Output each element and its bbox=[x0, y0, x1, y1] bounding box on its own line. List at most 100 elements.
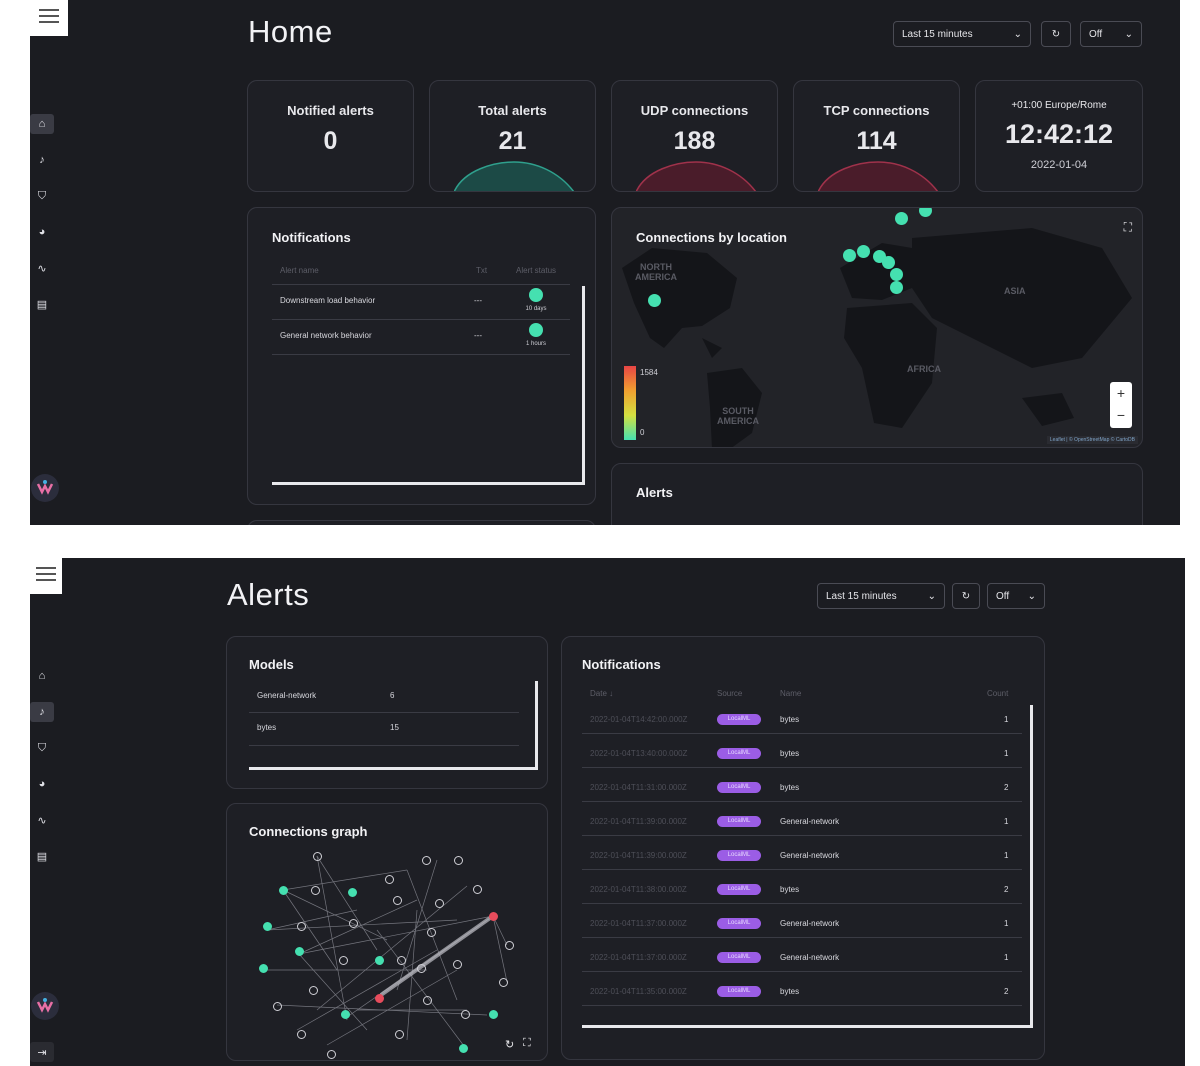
stat-card-tcp-connections: TCP connections 114 bbox=[793, 80, 960, 192]
map-marker[interactable] bbox=[895, 212, 908, 225]
hamburger-menu-icon bbox=[36, 566, 56, 586]
graph-node[interactable] bbox=[295, 947, 304, 956]
fullscreen-icon[interactable]: ⛶ bbox=[1123, 220, 1132, 234]
graph-node[interactable] bbox=[297, 922, 306, 931]
graph-node[interactable] bbox=[385, 875, 394, 884]
activity-icon[interactable]: ∿ bbox=[37, 814, 47, 827]
home-icon[interactable]: ⌂ bbox=[30, 114, 54, 134]
graph-node[interactable] bbox=[327, 1050, 336, 1059]
graph-node[interactable] bbox=[348, 888, 357, 897]
graph-node[interactable] bbox=[339, 956, 348, 965]
bell-icon[interactable]: ♪ bbox=[39, 154, 45, 166]
home-icon[interactable]: ⌂ bbox=[38, 670, 46, 682]
pie-chart-icon[interactable]: ◕ bbox=[38, 226, 46, 238]
auto-refresh-select[interactable]: Off ⌄ bbox=[987, 583, 1045, 609]
graph-node[interactable] bbox=[259, 964, 268, 973]
database-icon[interactable]: ▤ bbox=[36, 850, 48, 863]
graph-node[interactable] bbox=[505, 941, 514, 950]
graph-node-alert[interactable] bbox=[375, 994, 384, 1003]
map-marker[interactable] bbox=[882, 256, 895, 269]
database-icon[interactable]: ▤ bbox=[36, 298, 48, 311]
graph-node[interactable] bbox=[341, 1010, 350, 1019]
bell-icon[interactable]: ♪ bbox=[30, 702, 54, 722]
column-header-txt[interactable]: Txt bbox=[476, 266, 488, 275]
zoom-out-button[interactable]: − bbox=[1116, 407, 1126, 423]
auto-refresh-select[interactable]: Off ⌄ bbox=[1080, 21, 1142, 47]
network-graph[interactable] bbox=[257, 850, 527, 1060]
notification-count: 1 bbox=[1004, 919, 1009, 928]
map-marker[interactable] bbox=[648, 294, 661, 307]
refresh-button[interactable]: ↻ bbox=[952, 583, 980, 609]
graph-node[interactable] bbox=[423, 996, 432, 1005]
activity-icon[interactable]: ∿ bbox=[37, 262, 47, 275]
map-attribution[interactable]: Leaflet | © OpenStreetMap © CartoDB bbox=[1046, 436, 1138, 444]
map-marker[interactable] bbox=[890, 268, 903, 281]
graph-node[interactable] bbox=[417, 964, 426, 973]
graph-node[interactable] bbox=[279, 886, 288, 895]
map-marker[interactable] bbox=[919, 208, 932, 217]
time-range-select[interactable]: Last 15 minutes ⌄ bbox=[893, 21, 1031, 47]
table-scrollbar[interactable] bbox=[249, 681, 538, 770]
fullscreen-icon[interactable]: ⛶ bbox=[523, 1037, 531, 1049]
notification-date: 2022-01-04T11:31:00.000Z bbox=[590, 783, 687, 792]
graph-node[interactable] bbox=[453, 960, 462, 969]
map-label: NORTH AMERICA bbox=[635, 262, 677, 282]
graph-node[interactable] bbox=[454, 856, 463, 865]
map-marker[interactable] bbox=[843, 249, 856, 262]
graph-node[interactable] bbox=[313, 852, 322, 861]
menu-button[interactable] bbox=[30, 0, 68, 36]
column-header-alert-name[interactable]: Alert name bbox=[280, 266, 319, 275]
notification-date: 2022-01-04T11:38:00.000Z bbox=[590, 885, 687, 894]
time-range-value: Last 15 minutes bbox=[902, 28, 973, 40]
graph-node-alert[interactable] bbox=[489, 912, 498, 921]
graph-node[interactable] bbox=[393, 896, 402, 905]
zoom-in-button[interactable]: + bbox=[1116, 385, 1126, 401]
graph-node[interactable] bbox=[297, 1030, 306, 1039]
column-header-count[interactable]: Count bbox=[987, 689, 1009, 698]
graph-node[interactable] bbox=[489, 1010, 498, 1019]
model-name: bytes bbox=[257, 723, 277, 732]
graph-node[interactable] bbox=[499, 978, 508, 987]
graph-node[interactable] bbox=[263, 922, 272, 931]
logout-icon[interactable]: ⇥ bbox=[30, 1042, 54, 1062]
graph-node[interactable] bbox=[309, 986, 318, 995]
time-range-select[interactable]: Last 15 minutes ⌄ bbox=[817, 583, 945, 609]
zoom-control: + − bbox=[1110, 382, 1132, 428]
model-name: General-network bbox=[257, 691, 317, 700]
map-marker[interactable] bbox=[857, 245, 870, 258]
graph-node[interactable] bbox=[273, 1002, 282, 1011]
notifications-card: Notifications Date ↓ Source Name Count 2… bbox=[561, 636, 1045, 1060]
column-header-date[interactable]: Date ↓ bbox=[590, 689, 614, 698]
shield-icon[interactable]: ⛉ bbox=[37, 741, 47, 754]
stat-label: TCP connections bbox=[823, 103, 930, 118]
graph-node[interactable] bbox=[349, 919, 358, 928]
model-count: 6 bbox=[390, 691, 395, 700]
graph-node[interactable] bbox=[395, 1030, 404, 1039]
world-map[interactable] bbox=[612, 208, 1143, 448]
shield-icon[interactable]: ⛉ bbox=[37, 189, 47, 202]
graph-node[interactable] bbox=[435, 899, 444, 908]
graph-node[interactable] bbox=[427, 928, 436, 937]
status-dot bbox=[529, 323, 543, 337]
graph-node[interactable] bbox=[397, 956, 406, 965]
column-header-alert-status[interactable]: Alert status bbox=[516, 266, 557, 275]
column-header-name[interactable]: Name bbox=[780, 689, 802, 698]
source-badge: LocalML bbox=[717, 918, 761, 929]
model-count: 15 bbox=[390, 723, 399, 732]
pie-chart-icon[interactable]: ◕ bbox=[38, 778, 46, 790]
graph-node[interactable] bbox=[375, 956, 384, 965]
refresh-icon[interactable]: ↻ bbox=[505, 1039, 515, 1051]
table-scrollbar[interactable] bbox=[582, 705, 1033, 1028]
graph-node[interactable] bbox=[473, 885, 482, 894]
notification-count: 1 bbox=[1004, 953, 1009, 962]
graph-node[interactable] bbox=[459, 1044, 468, 1053]
map-marker[interactable] bbox=[890, 281, 903, 294]
graph-node[interactable] bbox=[311, 886, 320, 895]
column-header-source[interactable]: Source bbox=[717, 689, 743, 698]
refresh-button[interactable]: ↻ bbox=[1041, 21, 1071, 47]
notification-name: General-network bbox=[780, 817, 840, 826]
table-scrollbar[interactable] bbox=[272, 286, 585, 485]
graph-node[interactable] bbox=[422, 856, 431, 865]
graph-node[interactable] bbox=[461, 1010, 470, 1019]
menu-button[interactable] bbox=[30, 558, 62, 594]
